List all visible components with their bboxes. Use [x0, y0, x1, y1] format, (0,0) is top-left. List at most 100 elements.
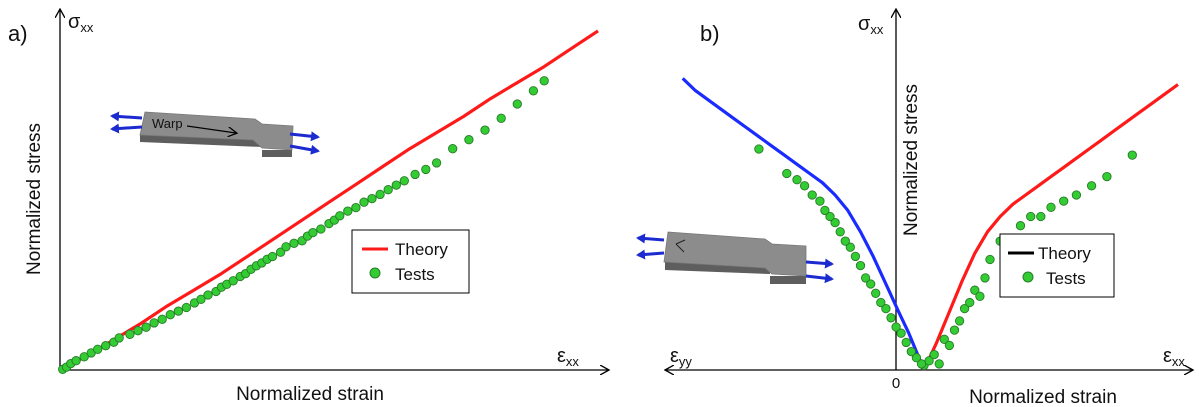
panel-b-test-point — [959, 303, 970, 314]
panel-a-test-point — [289, 238, 299, 248]
panel-b-test-point — [970, 285, 980, 295]
panel-b-test-point — [1026, 211, 1036, 222]
legend-label-tests: Tests — [1046, 269, 1086, 288]
panel-b-test-point — [825, 211, 835, 222]
panel-a-test-point — [464, 135, 474, 145]
panel-b-test-point — [860, 273, 871, 283]
panel-a-legend: Theory Tests — [351, 229, 470, 294]
panel-b-test-point — [929, 349, 939, 360]
panel-a-test-point — [93, 344, 103, 354]
panel-b-test-point — [840, 236, 850, 246]
panel-b-test-point — [886, 313, 896, 323]
panel-b-test-point — [965, 297, 975, 308]
panel-a-y-axis-label: Normalized stress — [24, 123, 45, 275]
panel-b-legend: Theory Tests — [999, 233, 1115, 298]
panel-a-test-point — [79, 352, 89, 362]
specimen-body — [139, 111, 294, 151]
panel-a-legend-box — [351, 229, 470, 294]
legend-label-theory: Theory — [1038, 244, 1091, 263]
panel-a-test-point — [101, 341, 111, 351]
panel-b-test-point — [799, 181, 810, 191]
panel-a-test-point — [421, 164, 431, 175]
panel-b-theory-line-0 — [922, 83, 1179, 371]
panel-a-test-point — [375, 189, 385, 200]
panel-b-test-point — [845, 242, 855, 252]
panel-b-test-point — [944, 340, 955, 351]
panel-b-test-point — [830, 217, 840, 228]
panel-a-test-point — [203, 290, 213, 300]
panel-b-test-point — [980, 273, 990, 283]
panel-b-test-point — [1086, 181, 1097, 191]
pull-arrow-left-2 — [636, 249, 665, 260]
panel-b-test-point — [939, 334, 949, 344]
panel-b-test-point — [1102, 171, 1112, 182]
panel-b-test-point — [1127, 150, 1137, 160]
panel-a-test-point — [196, 294, 206, 304]
panel-b-test-point — [911, 353, 922, 363]
panel-b-test-point — [866, 279, 876, 289]
panel-a-test-point — [512, 99, 522, 109]
panel-a-test-point — [181, 302, 192, 313]
panel-b-y-axis-symbol: σxx — [858, 13, 884, 37]
panel-a-test-point — [359, 197, 369, 207]
panel-a-test-point — [114, 333, 124, 343]
warp-direction-arrow — [186, 125, 236, 133]
panel-a-test-point — [351, 202, 361, 213]
panel-b-legend-box — [999, 233, 1115, 298]
panel-b-test-point — [934, 359, 944, 369]
legend-swatch-tests — [369, 267, 381, 279]
panel-b-test-point — [815, 196, 825, 206]
panel-b-test-point — [1059, 196, 1069, 206]
legend-swatch-tests — [1022, 271, 1034, 283]
panel-b-test-point — [985, 254, 995, 265]
pull-arrow-right-1 — [805, 258, 834, 269]
bias-direction-mark — [675, 239, 686, 253]
panel-a-theory-line-0 — [59, 29, 599, 372]
pull-arrow-right-1 — [289, 131, 320, 142]
panel-b-origin-label: 0 — [892, 375, 900, 392]
panel-b-label: b) — [700, 21, 720, 46]
panel-a-test-point — [157, 314, 167, 324]
panel-a-test-point — [528, 86, 539, 96]
panel-b-test-point — [891, 322, 901, 332]
panel-a-test-point — [391, 180, 401, 190]
panel-a-test-point — [448, 144, 458, 154]
panel-a-test-point — [539, 76, 549, 86]
panel-a-test-point — [383, 185, 393, 195]
panel-b-test-point — [807, 190, 817, 200]
panel-b-test-point — [820, 205, 830, 216]
panel-a-test-point — [308, 227, 318, 238]
panel-a-test-point — [228, 276, 238, 286]
panel-b-test-point — [975, 291, 985, 301]
panel-a: a) σxx εxx Normalized stress Normalized … — [8, 10, 608, 405]
panel-b-x-axis-left-symbol: εyy — [670, 345, 692, 369]
panel-b-test-point — [835, 227, 845, 237]
panel-a-test-point — [71, 356, 81, 366]
panel-b-test-point — [850, 251, 861, 262]
panel-a-test-point — [133, 326, 143, 336]
pull-arrow-left-1 — [110, 111, 143, 122]
panel-b-theory-line-1 — [681, 77, 926, 371]
panel-b-test-point — [754, 144, 764, 154]
panel-a-test-point — [316, 224, 326, 234]
panel-a-label: a) — [8, 21, 28, 46]
panel-b-test-point — [954, 316, 965, 326]
panel-a-test-point — [165, 310, 175, 320]
panel-b-y-axis-label: Normalized stress — [901, 84, 922, 236]
panel-a-test-point — [141, 322, 151, 332]
panel-b-test-point — [876, 297, 886, 308]
panel-b-test-point — [881, 303, 891, 314]
panel-a-test-point — [267, 251, 278, 262]
panel-a-test-point — [410, 169, 420, 180]
panel-b-test-point — [1015, 221, 1026, 231]
pull-arrow-right-2 — [289, 144, 320, 155]
panel-b-test-point — [906, 346, 916, 357]
legend-label-tests: Tests — [395, 265, 435, 284]
panel-b: b) 0 σxx εxx εyy Normalized stress Norma… — [636, 10, 1192, 407]
panel-a-test-point — [173, 306, 184, 316]
panel-b-test-point — [901, 337, 911, 348]
panel-a-test-point — [367, 193, 377, 204]
panel-a-test-point — [149, 318, 159, 328]
panel-b-test-point — [855, 260, 866, 271]
